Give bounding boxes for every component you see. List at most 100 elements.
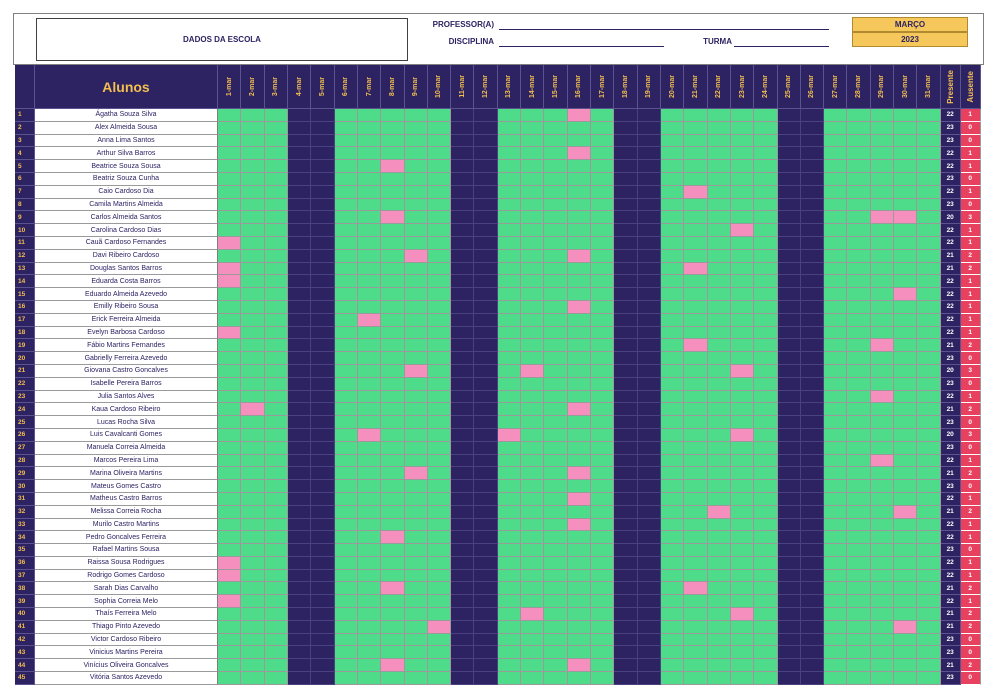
present-cell[interactable] (824, 646, 848, 660)
present-cell[interactable] (381, 569, 405, 583)
present-cell[interactable] (427, 339, 452, 353)
present-cell[interactable] (824, 134, 848, 148)
absent-cell[interactable] (894, 505, 918, 519)
present-cell[interactable] (357, 236, 382, 250)
present-cell[interactable] (847, 185, 871, 199)
present-cell[interactable] (567, 134, 591, 148)
absent-cell[interactable] (218, 556, 242, 570)
present-cell[interactable] (847, 339, 871, 353)
student-name[interactable]: Sarah Dias Carvalho (35, 582, 218, 596)
present-cell[interactable] (567, 569, 591, 583)
present-cell[interactable] (684, 608, 708, 621)
present-cell[interactable] (427, 275, 452, 289)
present-cell[interactable] (824, 595, 848, 609)
present-cell[interactable] (357, 633, 382, 647)
present-cell[interactable] (591, 633, 615, 647)
present-cell[interactable] (917, 544, 941, 557)
present-cell[interactable] (497, 377, 522, 391)
present-cell[interactable] (707, 403, 731, 417)
absent-cell[interactable] (730, 608, 755, 621)
present-cell[interactable] (847, 633, 871, 647)
present-cell[interactable] (497, 608, 522, 621)
present-cell[interactable] (824, 518, 848, 532)
present-cell[interactable] (567, 505, 591, 519)
present-cell[interactable] (218, 288, 242, 301)
present-cell[interactable] (591, 236, 615, 250)
present-cell[interactable] (847, 211, 871, 225)
present-cell[interactable] (334, 416, 358, 429)
present-cell[interactable] (334, 147, 358, 161)
present-cell[interactable] (218, 339, 242, 353)
present-cell[interactable] (894, 249, 918, 263)
present-cell[interactable] (357, 454, 382, 468)
present-cell[interactable] (847, 198, 871, 212)
present-cell[interactable] (264, 608, 288, 621)
absent-cell[interactable] (521, 608, 545, 621)
present-cell[interactable] (707, 620, 731, 634)
present-cell[interactable] (264, 428, 288, 442)
present-cell[interactable] (847, 646, 871, 660)
present-cell[interactable] (544, 300, 568, 314)
present-cell[interactable] (847, 236, 871, 250)
present-cell[interactable] (591, 313, 615, 327)
present-cell[interactable] (218, 109, 242, 122)
student-name[interactable]: Vinícius Oliveira Goncalves (35, 659, 218, 673)
present-cell[interactable] (824, 121, 848, 135)
present-cell[interactable] (730, 352, 755, 365)
present-cell[interactable] (847, 556, 871, 570)
present-cell[interactable] (334, 467, 358, 481)
present-cell[interactable] (357, 480, 382, 493)
teacher-input[interactable] (499, 29, 829, 30)
present-cell[interactable] (824, 403, 848, 417)
present-cell[interactable] (521, 531, 545, 545)
present-cell[interactable] (334, 172, 358, 186)
absent-cell[interactable] (381, 582, 405, 596)
absent-cell[interactable] (894, 620, 918, 634)
present-cell[interactable] (754, 275, 778, 289)
present-cell[interactable] (894, 569, 918, 583)
present-cell[interactable] (824, 544, 848, 557)
present-cell[interactable] (357, 288, 382, 301)
present-cell[interactable] (521, 160, 545, 173)
present-cell[interactable] (381, 339, 405, 353)
student-name[interactable]: Raissa Sousa Rodrigues (35, 556, 218, 570)
present-cell[interactable] (521, 262, 545, 276)
present-cell[interactable] (264, 275, 288, 289)
present-cell[interactable] (497, 403, 522, 417)
present-cell[interactable] (218, 505, 242, 519)
present-cell[interactable] (684, 403, 708, 417)
present-cell[interactable] (591, 121, 615, 135)
present-cell[interactable] (497, 569, 522, 583)
present-cell[interactable] (264, 172, 288, 186)
present-cell[interactable] (497, 198, 522, 212)
present-cell[interactable] (870, 467, 895, 481)
present-cell[interactable] (427, 121, 452, 135)
present-cell[interactable] (381, 608, 405, 621)
present-cell[interactable] (241, 249, 265, 263)
present-cell[interactable] (544, 556, 568, 570)
present-cell[interactable] (894, 659, 918, 673)
present-cell[interactable] (847, 377, 871, 391)
present-cell[interactable] (730, 531, 755, 545)
present-cell[interactable] (917, 262, 941, 276)
present-cell[interactable] (684, 109, 708, 122)
present-cell[interactable] (917, 659, 941, 673)
absent-cell[interactable] (404, 467, 428, 481)
present-cell[interactable] (521, 249, 545, 263)
present-cell[interactable] (591, 595, 615, 609)
present-cell[interactable] (404, 262, 428, 276)
present-cell[interactable] (218, 518, 242, 532)
present-cell[interactable] (894, 134, 918, 148)
present-cell[interactable] (917, 403, 941, 417)
student-name[interactable]: Rafael Martins Sousa (35, 544, 218, 557)
present-cell[interactable] (917, 480, 941, 493)
present-cell[interactable] (404, 672, 428, 685)
present-cell[interactable] (824, 428, 848, 442)
present-cell[interactable] (894, 198, 918, 212)
present-cell[interactable] (357, 352, 382, 365)
present-cell[interactable] (894, 531, 918, 545)
present-cell[interactable] (824, 185, 848, 199)
present-cell[interactable] (218, 646, 242, 660)
present-cell[interactable] (264, 109, 288, 122)
present-cell[interactable] (404, 531, 428, 545)
